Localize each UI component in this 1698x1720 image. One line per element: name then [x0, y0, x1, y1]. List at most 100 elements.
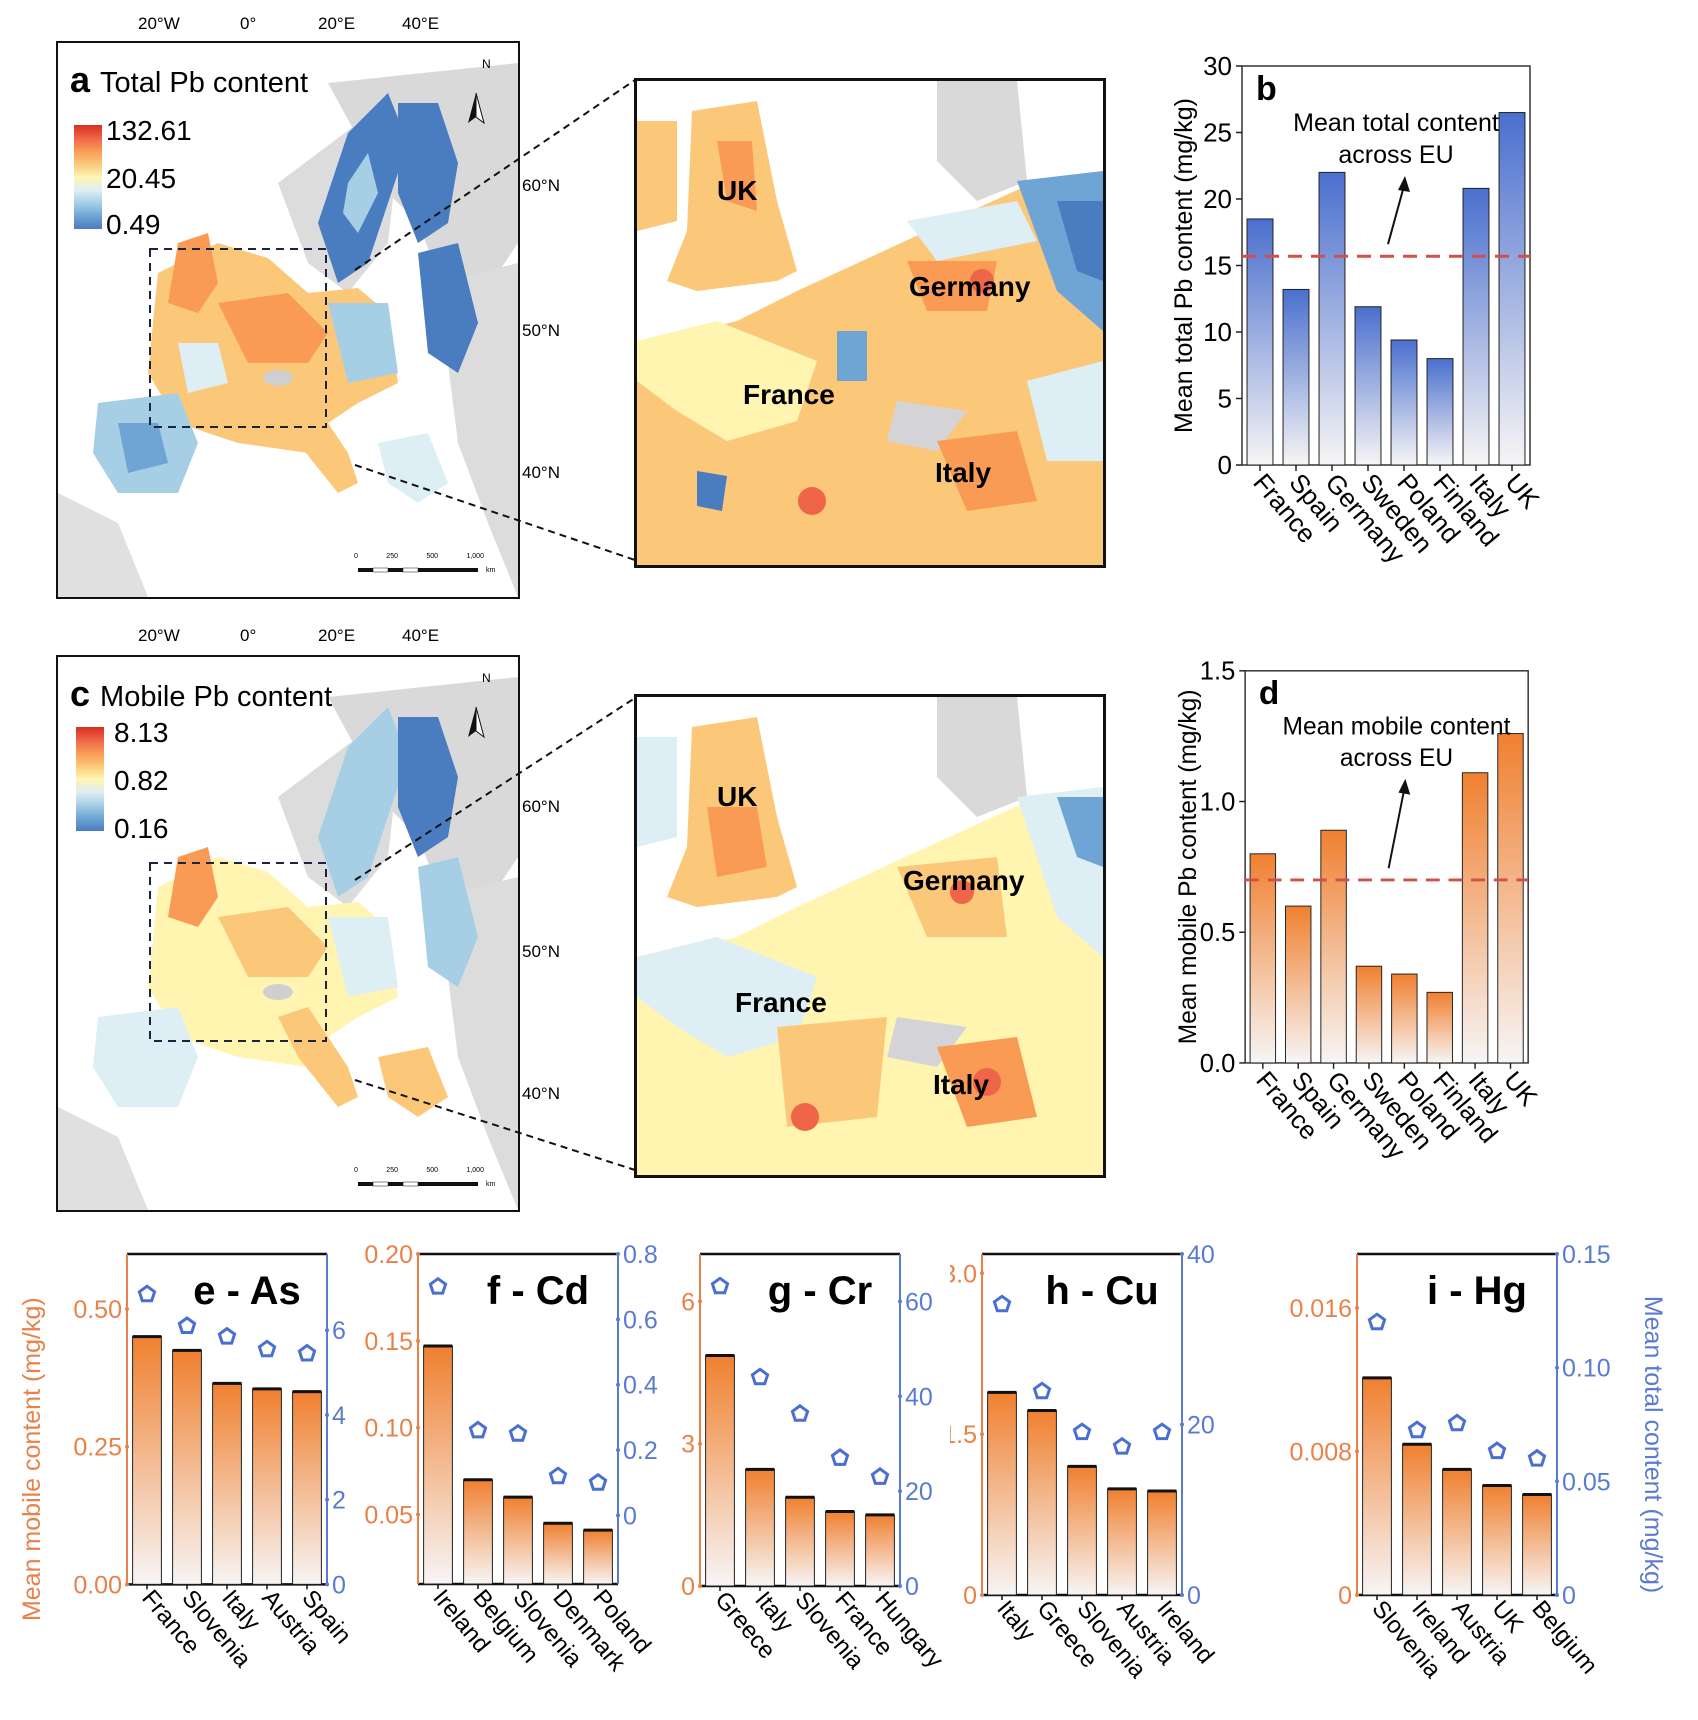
- y-tick-label: 30: [1203, 55, 1232, 81]
- left-y-tick-label: 6: [681, 1288, 695, 1316]
- right-y-tick: [616, 1448, 620, 1453]
- right-y-tick: [325, 1582, 329, 1587]
- right-y-tick-label: 0: [1562, 1582, 1576, 1610]
- bar: [825, 1511, 855, 1587]
- total-content-marker: [830, 1448, 850, 1466]
- total-content-marker: [177, 1316, 197, 1334]
- total-content-marker: [790, 1403, 810, 1422]
- map-title-text: Total Pb content: [100, 67, 309, 99]
- right-y-tick-label: 0.2: [623, 1437, 658, 1465]
- right-y-tick-label: 6: [332, 1317, 346, 1345]
- lon-tick-label: 40°E: [402, 14, 440, 33]
- total-content-marker: [468, 1420, 488, 1439]
- scale-labels: 0 250 500 1,000: [354, 1167, 484, 1174]
- arrow-head-icon: [1398, 778, 1411, 795]
- right-y-tick: [898, 1299, 902, 1304]
- y-tick-label: 25: [1203, 118, 1232, 148]
- annotation-line: across EU: [1338, 141, 1453, 169]
- left-y-tick: [980, 1432, 984, 1437]
- total-content-marker: [428, 1276, 448, 1295]
- bar: [865, 1514, 895, 1587]
- map-graphic: [58, 677, 518, 1210]
- right-y-tick-label: 40: [905, 1383, 933, 1411]
- bar: [1320, 829, 1347, 1064]
- right-y-axis-label: Mean total content (mg/kg): [1639, 1296, 1667, 1593]
- scale-tick: 500: [426, 553, 439, 560]
- right-y-tick-label: 0.10: [1562, 1355, 1611, 1383]
- bar: [705, 1354, 735, 1587]
- x-tick-label: Italy: [991, 1596, 1040, 1647]
- legend-mid: 20.45: [106, 163, 177, 194]
- bar: [1402, 1443, 1432, 1596]
- bar: [1426, 991, 1453, 1064]
- y-axis-label: Mean total Pb content (mg/kg): [1170, 98, 1198, 433]
- total-content-marker: [1447, 1413, 1467, 1432]
- map-graphic: [58, 63, 518, 597]
- right-y-tick-label: 0.8: [623, 1241, 658, 1269]
- scale-tick: 0: [354, 1167, 358, 1174]
- bar: [1107, 1488, 1137, 1596]
- lat-tick-label: 40°N: [522, 1084, 560, 1103]
- left-y-tick-label: 0.05: [364, 1502, 413, 1530]
- scale-labels: 0 250 500 1,000: [354, 553, 484, 560]
- chart-e-as: FranceSloveniaItalyAustriaSpain0.000.250…: [18, 1252, 357, 1673]
- map-title: a Total Pb content: [70, 59, 308, 101]
- lon-tick-label: 20°W: [138, 14, 180, 33]
- annotation-arrow: [1387, 185, 1405, 245]
- legend-mid: 0.82: [114, 765, 169, 796]
- bar: [1147, 1490, 1177, 1596]
- y-tick-label: 0: [1218, 450, 1232, 480]
- total-content-marker: [750, 1367, 770, 1386]
- scale-tick: 250: [386, 553, 398, 560]
- inset-graphic: [637, 697, 1103, 1175]
- left-y-tick-label: 0.00: [73, 1571, 122, 1599]
- right-y-tick: [1555, 1479, 1559, 1484]
- total-content-marker: [1487, 1441, 1507, 1460]
- right-y-tick: [1555, 1593, 1559, 1597]
- y-tick-label: 5: [1218, 384, 1232, 414]
- lat-tick-label: 50°N: [522, 942, 560, 961]
- left-y-tick-label: 0.10: [364, 1415, 413, 1443]
- north-arrow-icon: [468, 92, 485, 125]
- panel-title: e - As: [193, 1269, 300, 1313]
- lon-tick-label: 20°E: [318, 14, 356, 33]
- total-content-marker: [870, 1467, 890, 1485]
- bar: [1246, 218, 1274, 466]
- bar: [1318, 171, 1346, 466]
- right-y-tick: [616, 1382, 620, 1387]
- lat-tick-label: 40°N: [522, 463, 560, 482]
- scale-bar: [358, 1181, 478, 1187]
- bar: [292, 1391, 322, 1585]
- left-y-tick: [698, 1441, 702, 1446]
- right-y-tick-label: 0: [623, 1502, 637, 1530]
- panel-title: g - Cr: [768, 1269, 872, 1313]
- panel-title: h - Cu: [1045, 1269, 1158, 1313]
- bar: [583, 1529, 613, 1585]
- right-y-tick-label: 20: [905, 1478, 933, 1506]
- map-title: c Mobile Pb content: [70, 673, 332, 715]
- left-y-tick-label: 0.25: [73, 1434, 122, 1462]
- left-y-tick-label: 0.50: [73, 1296, 122, 1324]
- right-y-tick: [1180, 1252, 1184, 1256]
- country-label-germany: Germany: [903, 865, 1025, 896]
- annotation-line: across EU: [1340, 745, 1453, 772]
- left-y-tick-label: 3: [681, 1431, 695, 1459]
- total-content-marker: [217, 1326, 237, 1345]
- north-label: N: [482, 57, 491, 71]
- bar: [1284, 905, 1312, 1064]
- chart-i-hg: SloveniaIrelandAustriaUKBelgium00.0080.0…: [1289, 1241, 1667, 1684]
- right-y-tick-label: 60: [905, 1288, 933, 1316]
- country-label-germany: Germany: [909, 271, 1031, 302]
- bar: [1390, 339, 1418, 466]
- left-y-tick: [1355, 1305, 1359, 1310]
- right-y-tick: [898, 1584, 902, 1588]
- y-tick-label: 15: [1203, 251, 1232, 281]
- chart-h-cu: ItalyGreeceSloveniaAustriaIreland01.53.0…: [950, 1241, 1219, 1684]
- right-y-tick: [616, 1252, 620, 1256]
- right-y-tick-label: 0.4: [623, 1372, 658, 1400]
- total-content-marker: [588, 1472, 608, 1491]
- chart-g-cr: GreeceItalySloveniaFranceHungary03602040…: [681, 1252, 948, 1675]
- lon-tick-label: 20°W: [138, 626, 180, 645]
- country-label-france: France: [743, 379, 835, 410]
- right-y-tick: [898, 1489, 902, 1494]
